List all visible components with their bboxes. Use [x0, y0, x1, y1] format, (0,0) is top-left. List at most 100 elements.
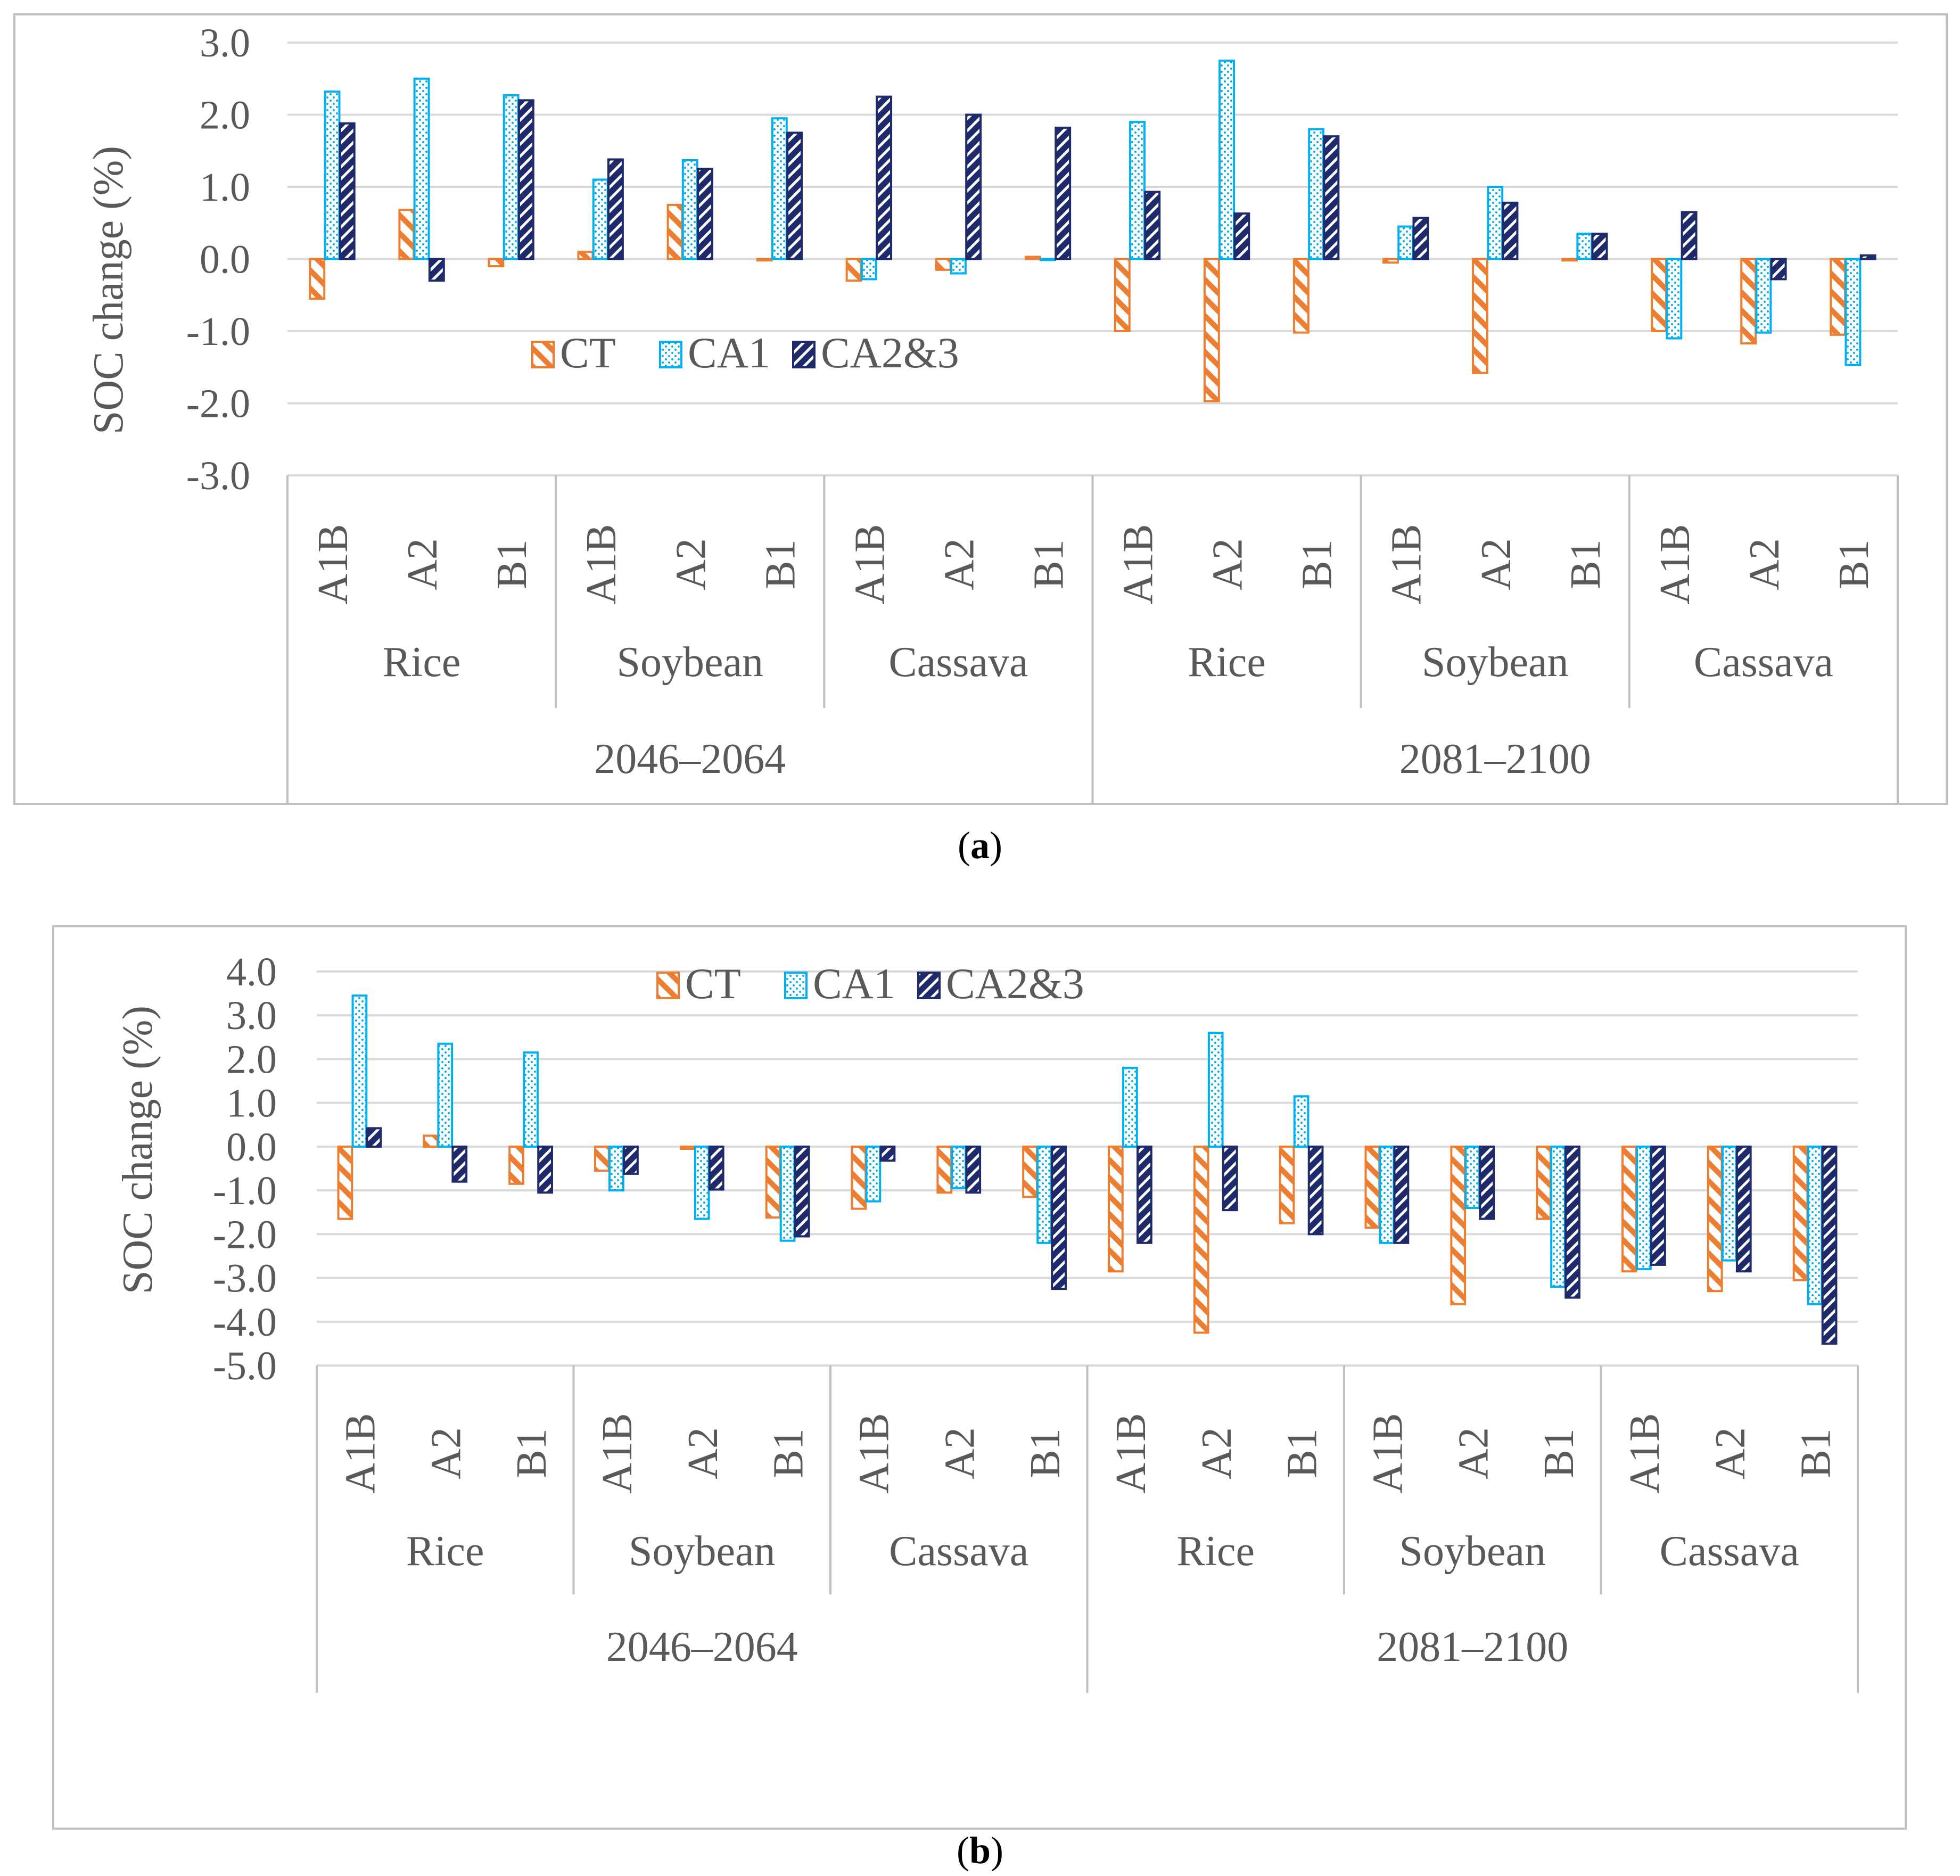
bar-ca1-1: [437, 1042, 454, 1148]
chart-panel-b: SOC change (%) 4.03.02.01.00.0-1.0-2.0-3…: [52, 925, 1907, 1830]
x-category-axis-a: A1B A2 B1 A1B A2 B1 A1B A2 B1 A1B A2 B1 A1B A2 B1 A1B A2…: [286, 475, 1899, 804]
y-axis-label-b: SOC change (%): [114, 1006, 161, 1294]
bar-ca1-14: [1550, 1145, 1566, 1288]
bar-ca23-16: [1735, 1145, 1752, 1273]
crop-label: Cassava: [1694, 639, 1833, 686]
scenario-label: B1: [508, 1428, 555, 1478]
bar-ca1-9: [1129, 121, 1146, 260]
bar-ct-12: [1364, 1145, 1381, 1229]
gridlines-b: [317, 970, 1858, 1367]
scenario-label: A1B: [310, 524, 357, 604]
bar-ct-2: [488, 258, 505, 268]
chart-frame-b: [52, 925, 1907, 1830]
bar-ct-11: [1292, 258, 1310, 334]
y-tick-label: -3.0: [186, 454, 250, 498]
legend-label-ca1: CA1: [688, 328, 770, 377]
y-tick-label: -1.0: [213, 1169, 277, 1213]
scenario-label: B1: [1022, 1428, 1069, 1478]
scenario-label: A1B: [1621, 1413, 1668, 1493]
bar-ca1-7: [951, 1145, 967, 1190]
bar-ca1-5: [779, 1145, 796, 1242]
scenario-label: A1B: [1108, 1413, 1155, 1493]
y-tick-label: -3.0: [213, 1256, 277, 1301]
y-tick-label: 3.0: [226, 993, 277, 1038]
x-category-axis-b: A1B A2 B1 A1B A2 B1 A1B A2 B1 A1B A2 B1 A1B A2 B1 A1B A2…: [316, 1365, 1859, 1693]
bar-ca23-12: [1412, 217, 1429, 260]
bars-b: [337, 994, 1838, 1345]
bar-ca1-3: [592, 178, 609, 260]
bar-ca1-1: [413, 77, 430, 260]
bar-ct-3: [577, 250, 594, 260]
caption-b: (b): [957, 1829, 1003, 1872]
bar-ca1-2: [503, 94, 520, 260]
bar-ca1-0: [324, 90, 341, 260]
scenario-label: B1: [1536, 1428, 1583, 1478]
bar-ca1-14: [1576, 233, 1593, 260]
caption-a: (a): [958, 824, 1002, 867]
bar-ca1-6: [865, 1145, 882, 1203]
bar-ct-9: [1108, 1145, 1124, 1273]
bar-ct-8: [1022, 1145, 1038, 1198]
y-tick-label: -2.0: [213, 1212, 277, 1257]
bar-ct-14: [1536, 1145, 1552, 1220]
bar-ca23-0: [339, 122, 356, 260]
scenario-label: A1B: [846, 524, 893, 604]
bar-ca23-11: [1307, 1145, 1324, 1236]
period-label: 2046–2064: [594, 736, 786, 783]
bar-ca23-2: [517, 99, 534, 260]
bar-ca1-8: [1040, 258, 1056, 261]
scenario-label: B1: [1279, 1428, 1326, 1478]
y-tick-labels-a: 3.0 2.0 1.0 0.0 -1.0 -2.0 -3.0: [186, 21, 250, 498]
bars-a: [309, 59, 1876, 402]
bar-ca23-0: [366, 1127, 382, 1148]
bar-ct-12: [1382, 258, 1399, 264]
legend-label-ca23: CA2&3: [821, 328, 959, 377]
bar-ca23-5: [786, 131, 803, 260]
scenario-label: A1B: [1383, 524, 1430, 604]
bar-ct-7: [936, 1145, 953, 1194]
legend-a: CT CA1 CA2&3: [531, 328, 959, 377]
scenario-label: B1: [489, 539, 536, 589]
crop-label: Rice: [1176, 1528, 1255, 1575]
crop-label: Soybean: [1399, 1528, 1546, 1575]
crop-label: Cassava: [889, 1528, 1028, 1575]
crop-label: Rice: [383, 639, 461, 686]
y-tick-label: 2.0: [200, 93, 250, 138]
legend-swatch-ct: [531, 341, 555, 368]
scenario-label: A2: [1205, 538, 1251, 590]
y-tick-labels-b: 4.03.02.01.00.0-1.0-2.0-3.0-4.0-5.0: [213, 950, 277, 1388]
bar-ca1-0: [351, 994, 368, 1148]
bar-ca23-7: [965, 1145, 982, 1194]
scenario-label: A1B: [851, 1413, 897, 1493]
bar-ca1-4: [694, 1145, 710, 1220]
bar-ca1-10: [1207, 1032, 1224, 1148]
bar-ca23-2: [537, 1145, 553, 1194]
bar-ca23-13: [1479, 1145, 1495, 1220]
bar-ca1-17: [1807, 1145, 1823, 1305]
scenario-label: A2: [423, 1427, 470, 1479]
bar-ct-8: [1024, 256, 1041, 260]
crop-label: Soybean: [629, 1528, 776, 1575]
bar-ct-2: [508, 1145, 524, 1185]
scenario-label: B1: [1793, 1428, 1840, 1478]
bar-ct-0: [309, 258, 326, 300]
bar-ca1-2: [523, 1051, 539, 1148]
scenario-label: A1B: [578, 524, 625, 604]
bar-ct-14: [1561, 258, 1578, 262]
scenario-label: A2: [1450, 1427, 1497, 1479]
bar-ct-10: [1203, 258, 1220, 402]
bar-ct-4: [666, 203, 683, 260]
bar-ca1-16: [1755, 258, 1772, 334]
bar-ct-13: [1472, 258, 1488, 374]
bar-ct-6: [845, 258, 862, 282]
legend-swatch-ca1: [659, 341, 682, 368]
bar-ct-1: [398, 209, 415, 260]
scenario-label: A2: [668, 538, 714, 590]
bar-ca1-8: [1036, 1145, 1052, 1244]
bar-ca1-11: [1293, 1095, 1310, 1148]
legend-swatch-ct: [656, 972, 680, 999]
bar-ct-5: [756, 258, 773, 262]
bar-ca1-10: [1218, 59, 1236, 260]
legend-swatch-ca23: [917, 972, 941, 999]
bar-ca23-6: [876, 95, 893, 260]
